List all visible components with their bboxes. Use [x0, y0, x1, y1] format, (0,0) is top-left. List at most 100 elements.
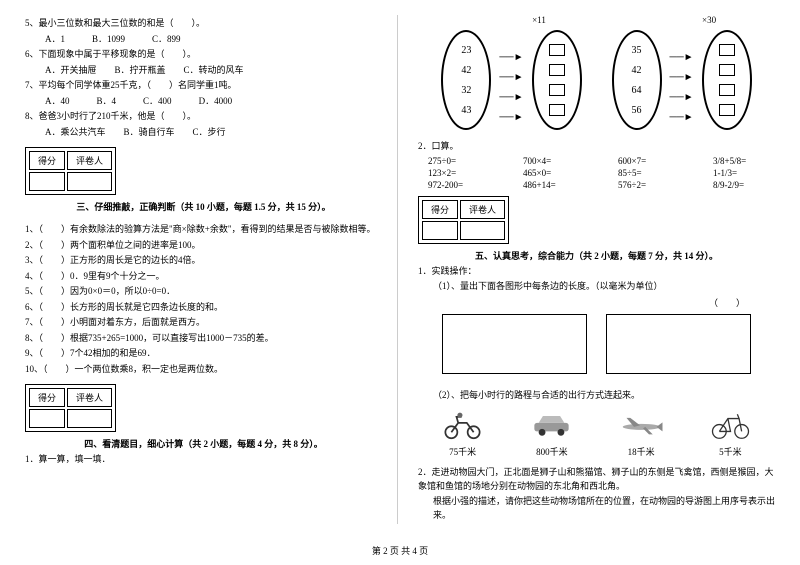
- q6-text: 6、下面现象中属于平移现象的是（ ）。: [25, 48, 382, 62]
- q5-1-1: （1）、量出下面各图形中每条边的长度。（以毫米为单位）: [418, 280, 775, 294]
- q7-text: 7、平均每个同学体重25千克，（ ）名同学重1吨。: [25, 79, 382, 93]
- blank: [549, 84, 565, 96]
- q5-1: 1．实践操作：: [418, 265, 775, 279]
- bicycle: 5千米: [700, 410, 760, 458]
- score-row: 得分评卷人: [25, 147, 382, 197]
- left-column: 5、最小三位数和最大三位数的和是（ ）。 A．1 B．1099 C．899 6、…: [25, 15, 398, 524]
- q8-opts: A．乘公共汽车 B．骑自行车 C．步行: [25, 126, 382, 140]
- opt: C．步行: [193, 127, 226, 137]
- opt: C．转动的风车: [184, 65, 244, 75]
- calc: 85÷5=: [618, 168, 688, 178]
- calc: 8/9-2/9=: [713, 180, 783, 190]
- plane: 18千米: [611, 410, 671, 458]
- opt: C．899: [152, 34, 181, 44]
- opt: B．1099: [92, 34, 125, 44]
- score-label: 得分: [422, 200, 458, 219]
- bracket-label: （ ）: [418, 296, 775, 309]
- measure-box: [606, 314, 751, 374]
- transport-row: 75千米 800千米 18千米 5千米: [418, 410, 775, 458]
- mult-diagrams: ×11 23423243 ──►──►──►──► ×30 35426456 ─…: [418, 15, 775, 135]
- calc: 600×7=: [618, 156, 688, 166]
- section3-title: 三、仔细推敲，正确判断（共 10 小题，每题 1.5 分，共 15 分）。: [25, 200, 382, 213]
- dist-label: 75千米: [433, 445, 493, 458]
- arrows: ──►──►──►──►: [670, 38, 694, 123]
- right-column: ×11 23423243 ──►──►──►──► ×30 35426456 ─…: [418, 15, 775, 524]
- oval-output: [702, 30, 752, 130]
- score-row2: 得分评卷人: [25, 384, 382, 434]
- judge-item: 6、（ ）长方形的周长就是它四条边长度的和。: [25, 301, 382, 315]
- opt: A．1: [45, 34, 65, 44]
- judge-item: 7、（ ）小明面对着东方，后面就是西方。: [25, 316, 382, 330]
- calc-row: 275÷0=700×4=600×7=3/8+5/8=: [418, 156, 775, 166]
- judge-list: 1、（ ）有余数除法的验算方法是"商×除数+余数"，看得到的结果是否与被除数相等…: [25, 223, 382, 376]
- q5-2: 2．走进动物园大门，正北面是狮子山和熊猫馆、狮子山的东侧是飞禽馆，西侧是猴园，大…: [418, 466, 775, 493]
- arrows: ──►──►──►──►: [499, 38, 523, 123]
- score-label: 得分: [29, 151, 65, 170]
- calc: 123×2=: [428, 168, 498, 178]
- opt: D．4000: [199, 96, 233, 106]
- blank: [719, 84, 735, 96]
- judge-item: 2、（ ）两个面积单位之间的进率是100。: [25, 239, 382, 253]
- q6-opts: A．开关抽屉 B．拧开瓶盖 C．转动的风车: [25, 64, 382, 78]
- mult-label: ×11: [441, 15, 581, 25]
- opt: A．开关抽屉: [45, 65, 97, 75]
- q5-2b: 根据小强的描述，请你把这些动物场馆所在的位置，在动物园的导游图上用序号表示出来。: [418, 495, 775, 522]
- calc-row: 972-200=486+14=576÷2=8/9-2/9=: [418, 180, 775, 190]
- blank: [719, 64, 735, 76]
- score-table: 得分评卷人: [418, 196, 509, 244]
- score-table: 得分评卷人: [25, 147, 116, 195]
- score-label: 得分: [29, 388, 65, 407]
- reviewer-label: 评卷人: [67, 151, 112, 170]
- diagram-left: ×11 23423243 ──►──►──►──►: [441, 15, 581, 135]
- dist-label: 5千米: [700, 445, 760, 458]
- calc: 3/8+5/8=: [713, 156, 783, 166]
- calc: 972-200=: [428, 180, 498, 190]
- section5-title: 五、认真思考，综合能力（共 2 小题，每题 7 分，共 14 分）。: [418, 249, 775, 262]
- calc: 465×0=: [523, 168, 593, 178]
- score-table: 得分评卷人: [25, 384, 116, 432]
- calc: 700×4=: [523, 156, 593, 166]
- q4-1: 1．算一算，填一填．: [25, 453, 382, 467]
- val: 23: [461, 45, 471, 56]
- judge-item: 9、（ ）7个42相加的和是69．: [25, 347, 382, 361]
- page-footer: 第 2 页 共 4 页: [0, 544, 800, 557]
- q7-opts: A．40 B．4 C．400 D．4000: [25, 95, 382, 109]
- q8-text: 8、爸爸3小时行了210千米，他是（ ）。: [25, 110, 382, 124]
- dist-label: 800千米: [522, 445, 582, 458]
- calc-title: 2．口算。: [418, 140, 775, 154]
- val: 64: [632, 85, 642, 96]
- diagram-right: ×30 35426456 ──►──►──►──►: [612, 15, 752, 135]
- opt: B．骑自行车: [124, 127, 175, 137]
- oval-input: 23423243: [441, 30, 491, 130]
- q5-opts: A．1 B．1099 C．899: [25, 33, 382, 47]
- opt: B．拧开瓶盖: [115, 65, 166, 75]
- section4-title: 四、看清题目，细心计算（共 2 小题，每题 4 分，共 8 分）。: [25, 437, 382, 450]
- judge-item: 4、（ ）0．9里有9个十分之一。: [25, 270, 382, 284]
- blank: [549, 64, 565, 76]
- reviewer-label: 评卷人: [460, 200, 505, 219]
- q5-1-2: （2）、把每小时行的路程与合适的出行方式连起来。: [418, 389, 775, 403]
- car: 800千米: [522, 410, 582, 458]
- val: 56: [632, 105, 642, 116]
- blank: [719, 44, 735, 56]
- measure-box: [442, 314, 587, 374]
- opt: B．4: [97, 96, 117, 106]
- calc: 576÷2=: [618, 180, 688, 190]
- calc: 275÷0=: [428, 156, 498, 166]
- val: 42: [461, 65, 471, 76]
- opt: A．40: [45, 96, 70, 106]
- reviewer-label: 评卷人: [67, 388, 112, 407]
- blank: [549, 44, 565, 56]
- judge-item: 8、（ ）根据735+265=1000，可以直接写出1000－735的差。: [25, 332, 382, 346]
- calc: 1-1/3=: [713, 168, 783, 178]
- judge-item: 1、（ ）有余数除法的验算方法是"商×除数+余数"，看得到的结果是否与被除数相等…: [25, 223, 382, 237]
- motorcycle: 75千米: [433, 410, 493, 458]
- val: 32: [461, 85, 471, 96]
- judge-item: 3、（ ）正方形的周长是它的边长的4倍。: [25, 254, 382, 268]
- opt: C．400: [143, 96, 172, 106]
- oval-input: 35426456: [612, 30, 662, 130]
- oval-output: [532, 30, 582, 130]
- q5-text: 5、最小三位数和最大三位数的和是（ ）。: [25, 17, 382, 31]
- val: 35: [632, 45, 642, 56]
- calc-row: 123×2=465×0=85÷5=1-1/3=: [418, 168, 775, 178]
